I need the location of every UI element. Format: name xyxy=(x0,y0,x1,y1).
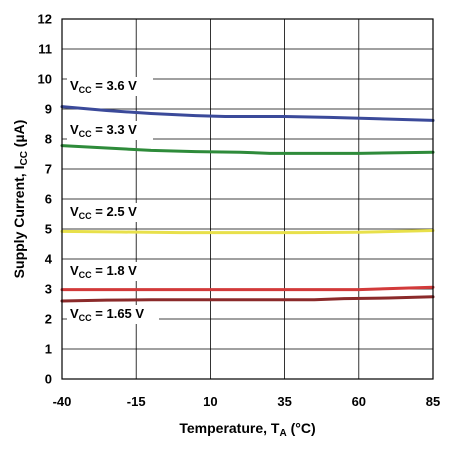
y-tick-label: 11 xyxy=(38,42,52,57)
y-tick-label: 6 xyxy=(45,192,52,207)
y-tick-label: 1 xyxy=(45,342,52,357)
x-tick-label: 60 xyxy=(352,394,366,409)
x-axis-title: Temperature, TA (°C) xyxy=(179,420,315,439)
series-label-background xyxy=(67,262,153,281)
y-axis-title: Supply Current, ICC (µA) xyxy=(11,120,30,279)
grid xyxy=(62,19,433,379)
y-tick-label: 0 xyxy=(45,372,52,387)
x-tick-label: 35 xyxy=(277,394,291,409)
x-tick-label: 10 xyxy=(203,394,217,409)
series-label: VCC = 2.5 V xyxy=(70,204,137,221)
series-label-background xyxy=(67,203,153,222)
series-line-1-65-V xyxy=(60,295,435,303)
series-line-1-8-V xyxy=(60,285,435,292)
y-tick-label: 7 xyxy=(45,162,52,177)
series-lines xyxy=(60,105,435,303)
series-line-3-6-V xyxy=(60,105,435,122)
series-label: VCC = 1.65 V xyxy=(70,306,144,323)
y-tick-label: 3 xyxy=(45,282,52,297)
x-tick-label: -15 xyxy=(127,394,146,409)
y-tick-label: 12 xyxy=(38,12,52,27)
y-tick-label: 2 xyxy=(45,312,52,327)
y-tick-label: 10 xyxy=(38,72,52,87)
series-label-background xyxy=(67,305,159,324)
series-label-background xyxy=(67,77,153,96)
series-line-2-5-V xyxy=(60,229,435,235)
y-tick-label: 8 xyxy=(45,132,52,147)
series-labels: VCC = 3.6 V VCC = 3.3 V VCC = 2.5 V VCC = 1… xyxy=(67,77,159,324)
x-tick-label: 85 xyxy=(426,394,440,409)
series-label: VCC = 3.6 V xyxy=(70,78,137,95)
y-tick-label: 4 xyxy=(45,252,53,267)
series-label: VCC = 1.8 V xyxy=(70,263,137,280)
series-label-background xyxy=(67,121,153,140)
y-tick-label: 9 xyxy=(45,102,52,117)
y-tick-label: 5 xyxy=(45,222,52,237)
x-tick-label: -40 xyxy=(53,394,72,409)
plot-frame xyxy=(61,18,434,380)
series-label: VCC = 3.3 V xyxy=(70,122,137,139)
series-line-3-3-V xyxy=(60,144,435,155)
